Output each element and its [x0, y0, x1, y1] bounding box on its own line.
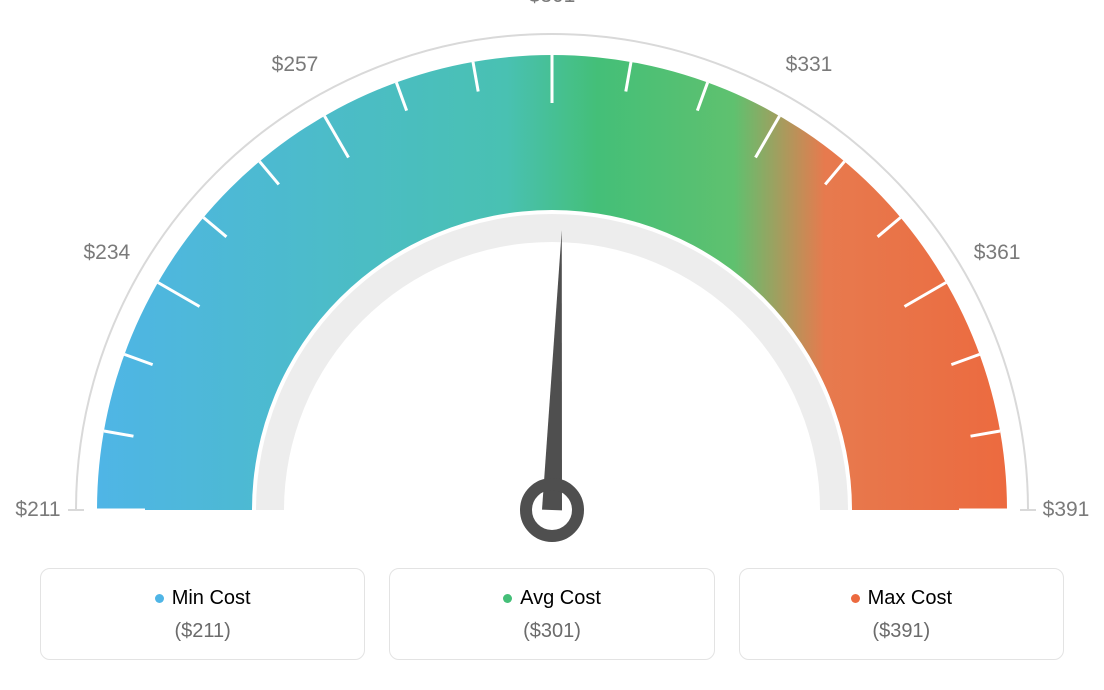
- tick-label: $211: [15, 498, 60, 522]
- tick-label: $331: [786, 53, 833, 77]
- legend-card-min: Min Cost ($211): [40, 568, 365, 660]
- tick-label: $301: [529, 0, 576, 8]
- legend-title-max: Max Cost: [851, 587, 952, 610]
- legend-value-min: ($211): [51, 620, 354, 643]
- legend-card-avg: Avg Cost ($301): [389, 568, 714, 660]
- legend-row: Min Cost ($211) Avg Cost ($301) Max Cost…: [0, 568, 1104, 660]
- gauge-svg: [0, 0, 1104, 560]
- tick-label: $234: [84, 241, 131, 265]
- tick-label: $391: [1043, 498, 1090, 522]
- gauge-area: $211 $234 $257 $301 $331 $361 $391: [0, 0, 1104, 550]
- legend-dot-min-icon: [155, 594, 164, 603]
- tick-label: $361: [974, 241, 1021, 265]
- legend-card-max: Max Cost ($391): [739, 568, 1064, 660]
- legend-label-min: Min Cost: [172, 587, 251, 610]
- legend-value-max: ($391): [750, 620, 1053, 643]
- legend-value-avg: ($301): [400, 620, 703, 643]
- legend-dot-avg-icon: [503, 594, 512, 603]
- legend-dot-max-icon: [851, 594, 860, 603]
- legend-label-avg: Avg Cost: [520, 587, 601, 610]
- legend-label-max: Max Cost: [868, 587, 952, 610]
- legend-title-min: Min Cost: [155, 587, 251, 610]
- cost-gauge-container: $211 $234 $257 $301 $331 $361 $391 Min Cost ($…: [0, 0, 1104, 690]
- legend-title-avg: Avg Cost: [503, 587, 601, 610]
- tick-label: $257: [272, 53, 319, 77]
